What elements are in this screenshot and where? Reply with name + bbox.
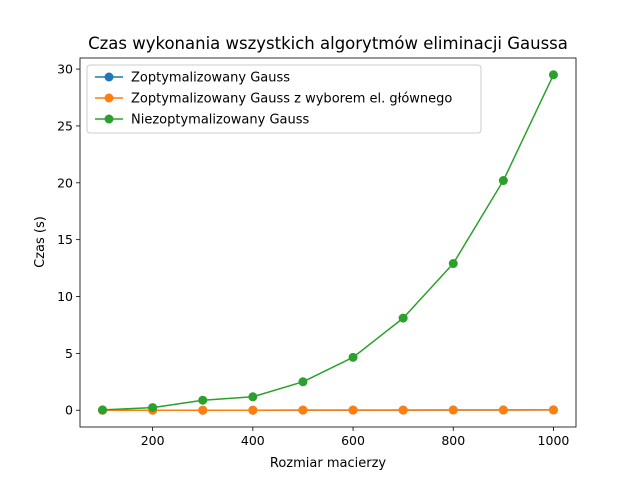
series-line — [102, 74, 555, 411]
data-point — [448, 405, 458, 415]
chart-title: Czas wykonania wszystkich algorytmów eli… — [88, 34, 568, 53]
y-tick-label: 20 — [57, 175, 73, 190]
x-tick-label: 200 — [141, 433, 165, 448]
data-point — [448, 259, 458, 269]
data-point — [148, 403, 158, 413]
legend-label: Niezoptymalizowany Gauss — [131, 113, 310, 128]
legend-marker — [104, 72, 114, 82]
data-point — [348, 352, 358, 362]
series-group — [98, 70, 558, 415]
y-tick-label: 0 — [65, 403, 73, 418]
x-tick-label: 1000 — [538, 433, 570, 448]
data-point — [398, 405, 408, 415]
x-tick-label: 800 — [441, 433, 465, 448]
data-point — [248, 405, 258, 415]
data-point — [298, 405, 308, 415]
legend-marker — [104, 93, 114, 103]
y-tick-label: 10 — [57, 289, 73, 304]
legend-marker — [104, 114, 114, 124]
plot-area: 200 400 600 800 1000 0 5 10 15 20 25 30 — [57, 57, 577, 448]
legend-label: Zoptymalizowany Gauss z wyborem el. głów… — [131, 92, 452, 107]
y-tick-label: 30 — [57, 62, 73, 77]
axes-frame — [79, 57, 577, 428]
data-point — [348, 405, 358, 415]
x-tick-label: 600 — [341, 433, 365, 448]
legend-box — [86, 64, 482, 134]
y-tick-label: 5 — [65, 346, 73, 361]
data-point — [248, 392, 258, 402]
x-axis-label: Rozmiar macierzy — [270, 456, 387, 471]
legend: Zoptymalizowany Gauss Zoptymalizowany Gau… — [86, 64, 482, 134]
data-point — [98, 405, 108, 415]
data-point — [548, 405, 558, 415]
y-tick-label: 15 — [57, 232, 73, 247]
data-point — [198, 405, 208, 415]
data-point — [548, 70, 558, 80]
x-tick-label: 400 — [241, 433, 265, 448]
y-tick-label: 25 — [57, 118, 73, 133]
data-point — [498, 176, 508, 186]
series-group — [98, 405, 558, 415]
data-point — [498, 405, 508, 415]
data-point — [398, 313, 408, 323]
data-point — [298, 377, 308, 387]
y-axis-label: Czas (s) — [33, 216, 48, 268]
legend-label: Zoptymalizowany Gauss — [131, 71, 290, 86]
data-point — [198, 395, 208, 405]
